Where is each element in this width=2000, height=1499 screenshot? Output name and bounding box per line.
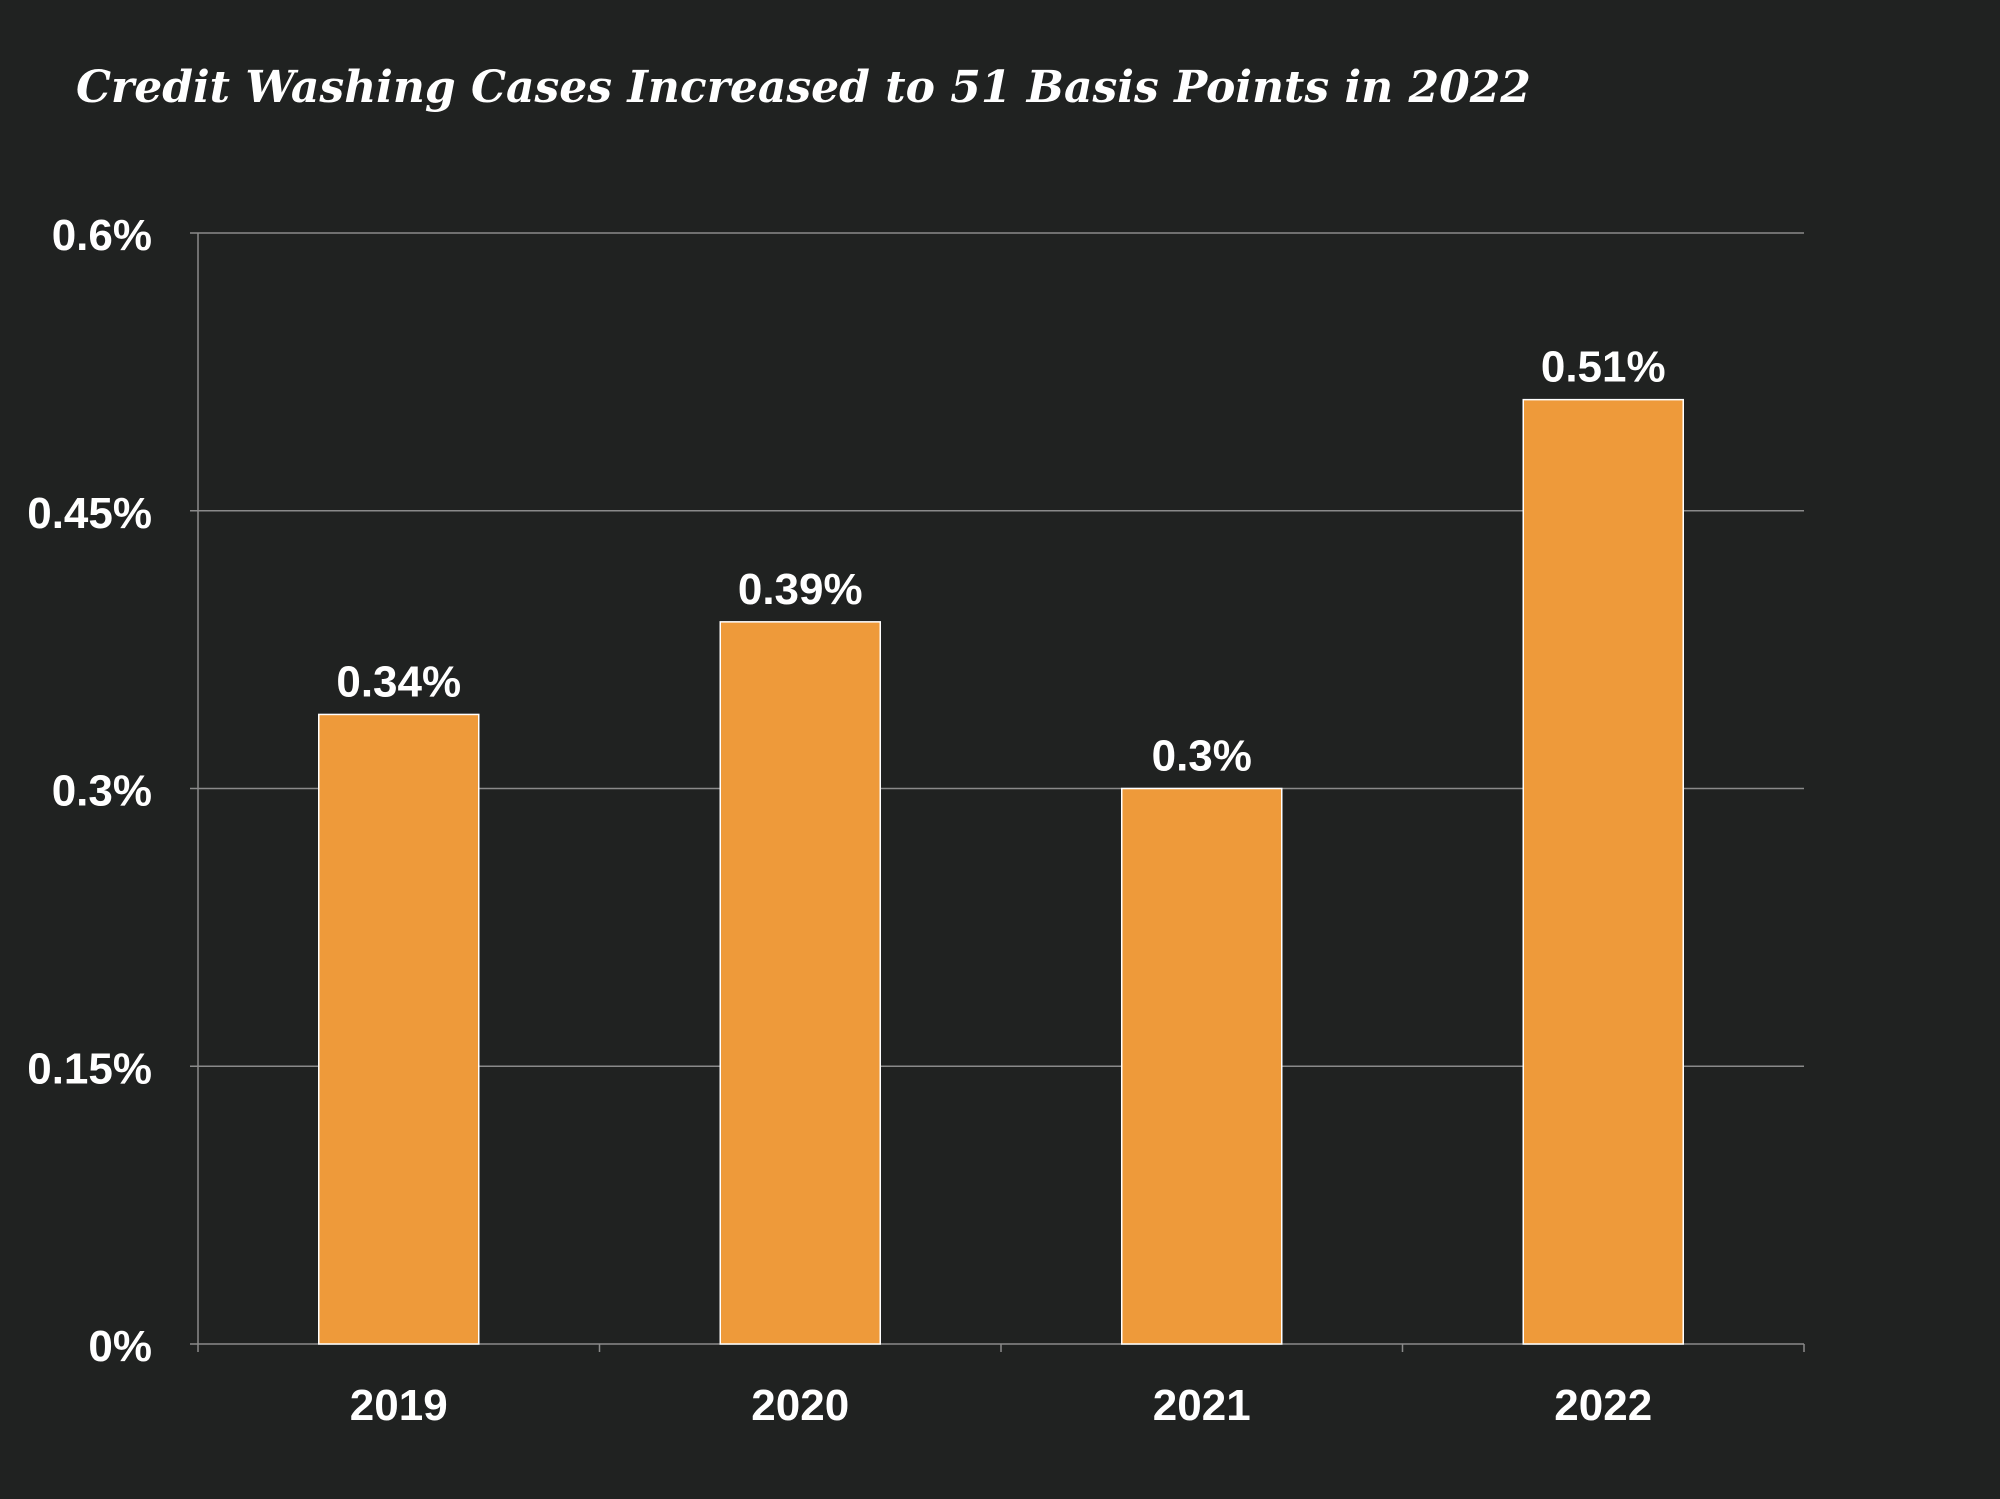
x-tick-label: 2022 (1554, 1381, 1652, 1430)
x-tick-label: 2020 (751, 1381, 849, 1430)
bar-2020 (719, 621, 881, 1345)
value-label: 0.34% (336, 657, 461, 706)
y-tick-label: 0% (88, 1322, 152, 1371)
y-tick-label: 0.3% (52, 767, 152, 816)
bar-2021 (1121, 787, 1283, 1345)
value-label: 0.39% (738, 565, 863, 614)
bar-2022 (1522, 398, 1684, 1345)
x-tick-label: 2021 (1153, 1381, 1251, 1430)
value-label: 0.3% (1152, 732, 1252, 781)
bar-2019 (318, 713, 480, 1345)
value-label: 0.51% (1541, 343, 1666, 392)
labels: 0% 0.15% 0.3% 0.45% 0.6% 0.34% 2019 0.39% 2020 0.… (27, 211, 1665, 1430)
y-tick-label: 0.6% (52, 211, 152, 260)
x-tick-label: 2019 (350, 1381, 448, 1430)
bars (318, 398, 1684, 1345)
y-tick-label: 0.45% (27, 489, 152, 538)
chart-title: Credit Washing Cases Increased to 51 Bas… (76, 62, 1531, 113)
y-tick-label: 0.15% (27, 1044, 152, 1093)
